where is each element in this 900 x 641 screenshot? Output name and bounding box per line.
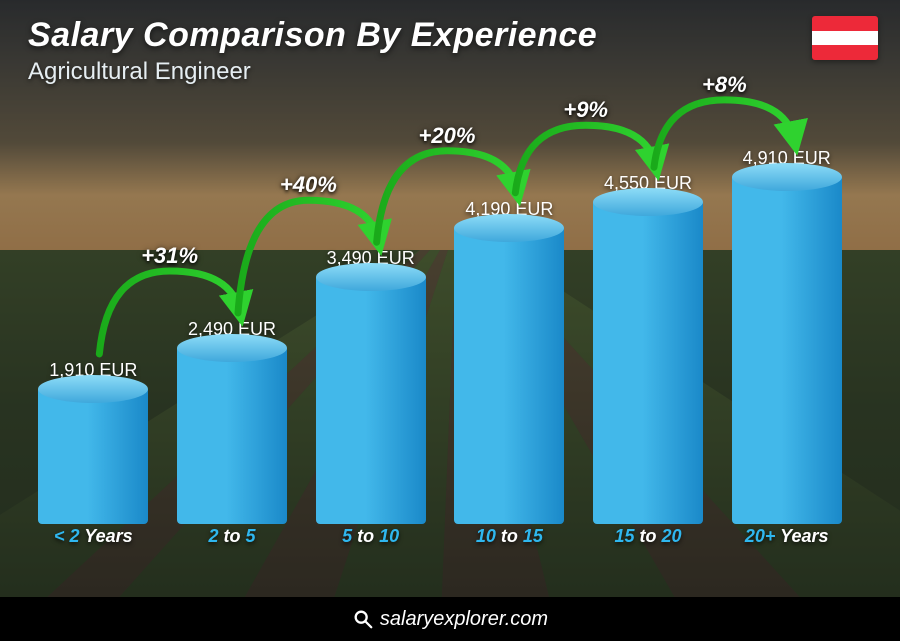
flag-stripe-middle: [812, 31, 878, 46]
magnifier-icon: [352, 608, 374, 630]
bar-front: [38, 389, 148, 524]
footer-brand: salaryexplorer.com: [352, 608, 548, 631]
bar: [732, 177, 842, 524]
bar: [316, 277, 426, 524]
bar-slot: 4,910 EUR: [723, 90, 850, 524]
bar-slot: 2,490 EUR: [169, 90, 296, 524]
bar-top-ellipse: [38, 375, 148, 403]
increase-label: +9%: [563, 97, 608, 123]
flag-stripe-top: [812, 16, 878, 31]
bar-slot: 4,550 EUR: [585, 90, 712, 524]
bar-front: [177, 348, 287, 524]
infographic-stage: Salary Comparison By Experience Agricult…: [0, 0, 900, 641]
increase-label: +40%: [280, 172, 337, 198]
category-label: 20+ Years: [723, 526, 850, 556]
category-label: 15 to 20: [585, 526, 712, 556]
bar: [38, 389, 148, 524]
increase-label: +8%: [702, 72, 747, 98]
bar-front: [732, 177, 842, 524]
bar-top-ellipse: [732, 163, 842, 191]
footer-text: salaryexplorer.com: [380, 608, 548, 631]
country-flag: [812, 16, 878, 60]
category-label: 10 to 15: [446, 526, 573, 556]
bar-top-ellipse: [316, 263, 426, 291]
category-label: 2 to 5: [169, 526, 296, 556]
increase-label: +31%: [141, 243, 198, 269]
bar-front: [454, 228, 564, 524]
chart-subtitle: Agricultural Engineer: [28, 58, 251, 86]
bar-slot: 3,490 EUR: [307, 90, 434, 524]
bar: [454, 228, 564, 524]
bars-row: 1,910 EUR2,490 EUR3,490 EUR4,190 EUR4,55…: [30, 90, 850, 524]
bar-top-ellipse: [454, 214, 564, 242]
category-label: < 2 Years: [30, 526, 157, 556]
category-row: < 2 Years 2 to 5 5 to 10 10 to 15 15 to 20 20…: [30, 526, 850, 556]
bar-slot: 1,910 EUR: [30, 90, 157, 524]
chart-title: Salary Comparison By Experience: [28, 16, 597, 55]
bar-slot: 4,190 EUR: [446, 90, 573, 524]
footer-bar: salaryexplorer.com: [0, 597, 900, 641]
bar: [177, 348, 287, 524]
bar-front: [593, 202, 703, 524]
bar-top-ellipse: [177, 334, 287, 362]
flag-stripe-bottom: [812, 45, 878, 60]
chart-area: 1,910 EUR2,490 EUR3,490 EUR4,190 EUR4,55…: [30, 90, 850, 556]
bar-front: [316, 277, 426, 524]
increase-label: +20%: [419, 123, 476, 149]
category-label: 5 to 10: [307, 526, 434, 556]
bar: [593, 202, 703, 524]
